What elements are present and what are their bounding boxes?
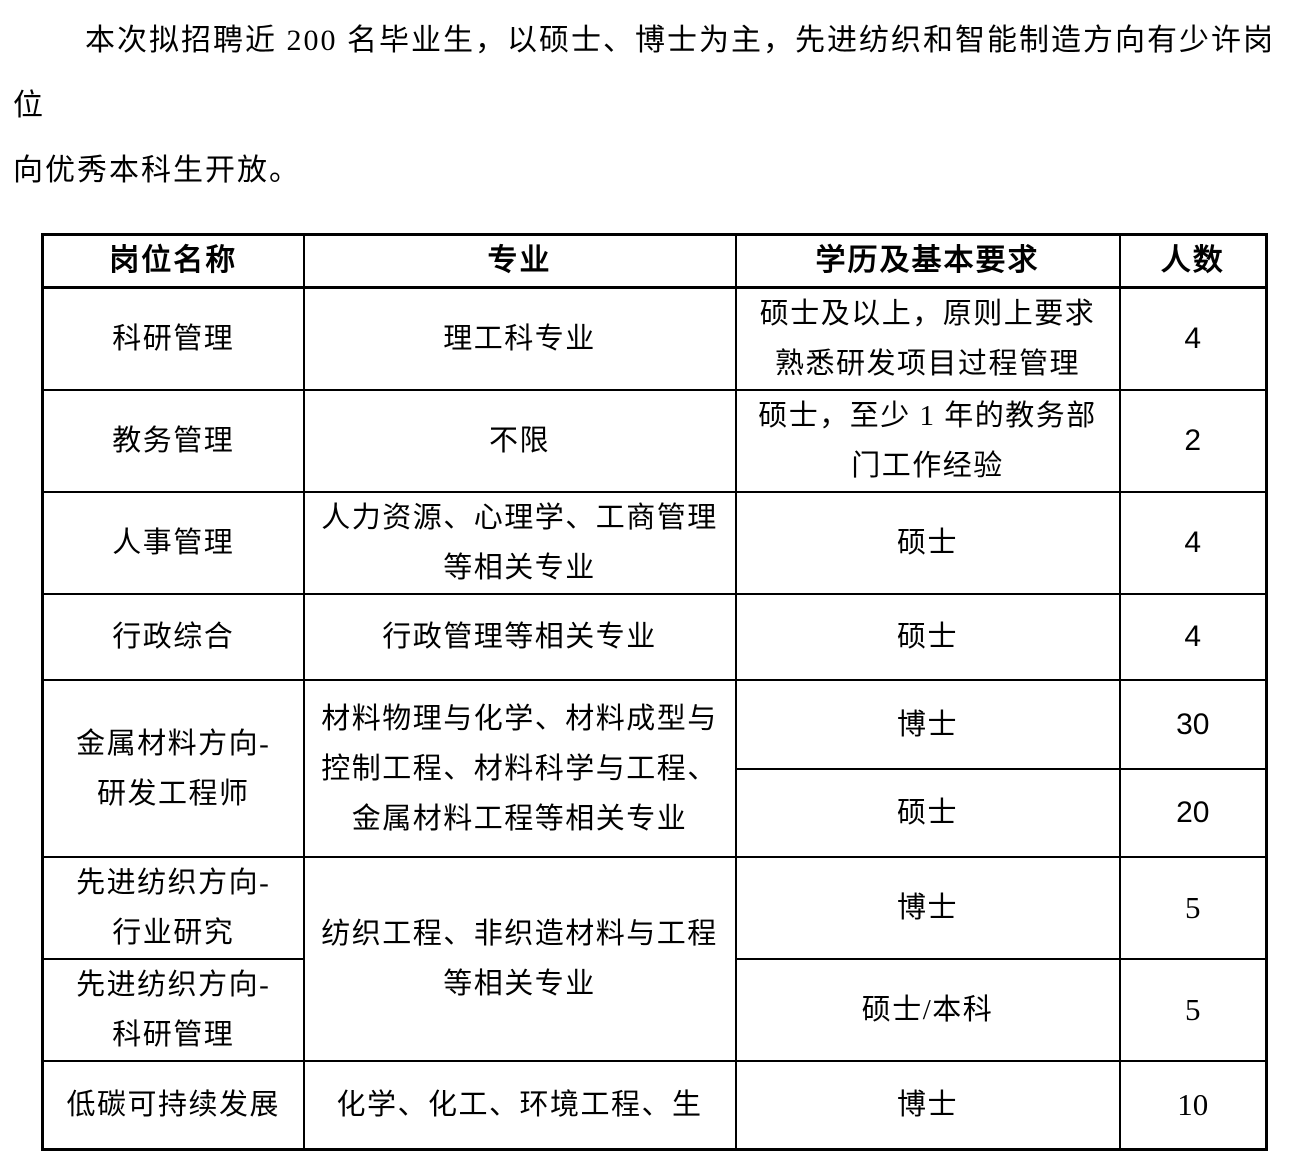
table-row: 低碳可持续发展 化学、化工、环境工程、生 博士 10 <box>41 1060 1268 1150</box>
cell-requirement: 硕士及以上，原则上要求 熟悉研发项目过程管理 <box>734 286 1121 391</box>
cell-position: 人事管理 <box>41 491 305 595</box>
cell-count: 30 <box>1118 679 1268 770</box>
cell-count: 20 <box>1118 768 1268 858</box>
cell-position: 金属材料方向- 研发工程师 <box>41 679 305 858</box>
cell-position: 科研管理 <box>41 286 305 391</box>
cell-requirement: 博士 <box>734 679 1121 770</box>
cell-requirement: 硕士 <box>734 768 1121 858</box>
cell-requirement: 硕士 <box>734 491 1121 595</box>
cell-position: 先进纺织方向- 行业研究 <box>41 856 305 960</box>
col-header-requirement: 学历及基本要求 <box>734 233 1121 289</box>
table-row: 金属材料方向- 研发工程师 材料物理与化学、材料成型与 控制工程、材料科学与工程… <box>41 679 1268 858</box>
cell-position: 教务管理 <box>41 389 305 493</box>
cell-major: 行政管理等相关专业 <box>302 593 737 681</box>
cell-requirement: 硕士 <box>734 593 1121 681</box>
table-row: 先进纺织方向- 行业研究 纺织工程、非织造材料与工程 等相关专业 博士 5 <box>41 856 1268 1062</box>
cell-requirement: 硕士/本科 <box>734 958 1121 1062</box>
table-row: 教务管理 不限 硕士，至少 1 年的教务部 门工作经验 2 <box>41 389 1268 493</box>
recruitment-table: 岗位名称 专业 学历及基本要求 人数 科研管理 理工科专业 硕士及以上，原则上要… <box>41 233 1268 1151</box>
cell-major: 纺织工程、非织造材料与工程 等相关专业 <box>302 856 737 1062</box>
table-row: 科研管理 理工科专业 硕士及以上，原则上要求 熟悉研发项目过程管理 4 <box>41 286 1268 391</box>
cell-position: 先进纺织方向- 科研管理 <box>41 958 305 1062</box>
cell-requirement: 博士 <box>734 1060 1121 1150</box>
table-row: 行政综合 行政管理等相关专业 硕士 4 <box>41 593 1268 681</box>
col-header-position: 岗位名称 <box>41 233 305 289</box>
cell-count: 5 <box>1118 856 1268 960</box>
cell-position: 低碳可持续发展 <box>41 1060 305 1150</box>
cell-requirement: 博士 <box>734 856 1121 960</box>
cell-count: 10 <box>1118 1060 1268 1150</box>
cell-major: 人力资源、心理学、工商管理 等相关专业 <box>302 491 737 595</box>
cell-requirement: 硕士，至少 1 年的教务部 门工作经验 <box>734 389 1121 493</box>
cell-count: 5 <box>1118 958 1268 1062</box>
cell-count: 4 <box>1118 593 1268 681</box>
cell-major: 化学、化工、环境工程、生 <box>302 1060 737 1150</box>
cell-count: 2 <box>1118 389 1268 493</box>
table-row: 人事管理 人力资源、心理学、工商管理 等相关专业 硕士 4 <box>41 491 1268 595</box>
document-page: 本次拟招聘近 200 名毕业生，以硕士、博士为主，先进纺织和智能制造方向有少许岗… <box>13 24 1275 1151</box>
cell-count: 4 <box>1118 286 1268 391</box>
table-row: 先进纺织方向- 科研管理 硕士/本科 5 <box>41 958 1268 1062</box>
cell-major: 材料物理与化学、材料成型与 控制工程、材料科学与工程、 金属材料工程等相关专业 <box>302 679 737 858</box>
col-header-major: 专业 <box>302 233 737 289</box>
table-row: 硕士 20 <box>43 768 1268 858</box>
intro-paragraph: 本次拟招聘近 200 名毕业生，以硕士、博士为主，先进纺织和智能制造方向有少许岗… <box>13 24 1275 187</box>
cell-major: 理工科专业 <box>302 286 737 391</box>
col-header-count: 人数 <box>1118 233 1268 289</box>
cell-position: 行政综合 <box>41 593 305 681</box>
cell-count: 4 <box>1118 491 1268 595</box>
cell-major: 不限 <box>302 389 737 493</box>
table-header-row: 岗位名称 专业 学历及基本要求 人数 <box>41 233 1268 289</box>
